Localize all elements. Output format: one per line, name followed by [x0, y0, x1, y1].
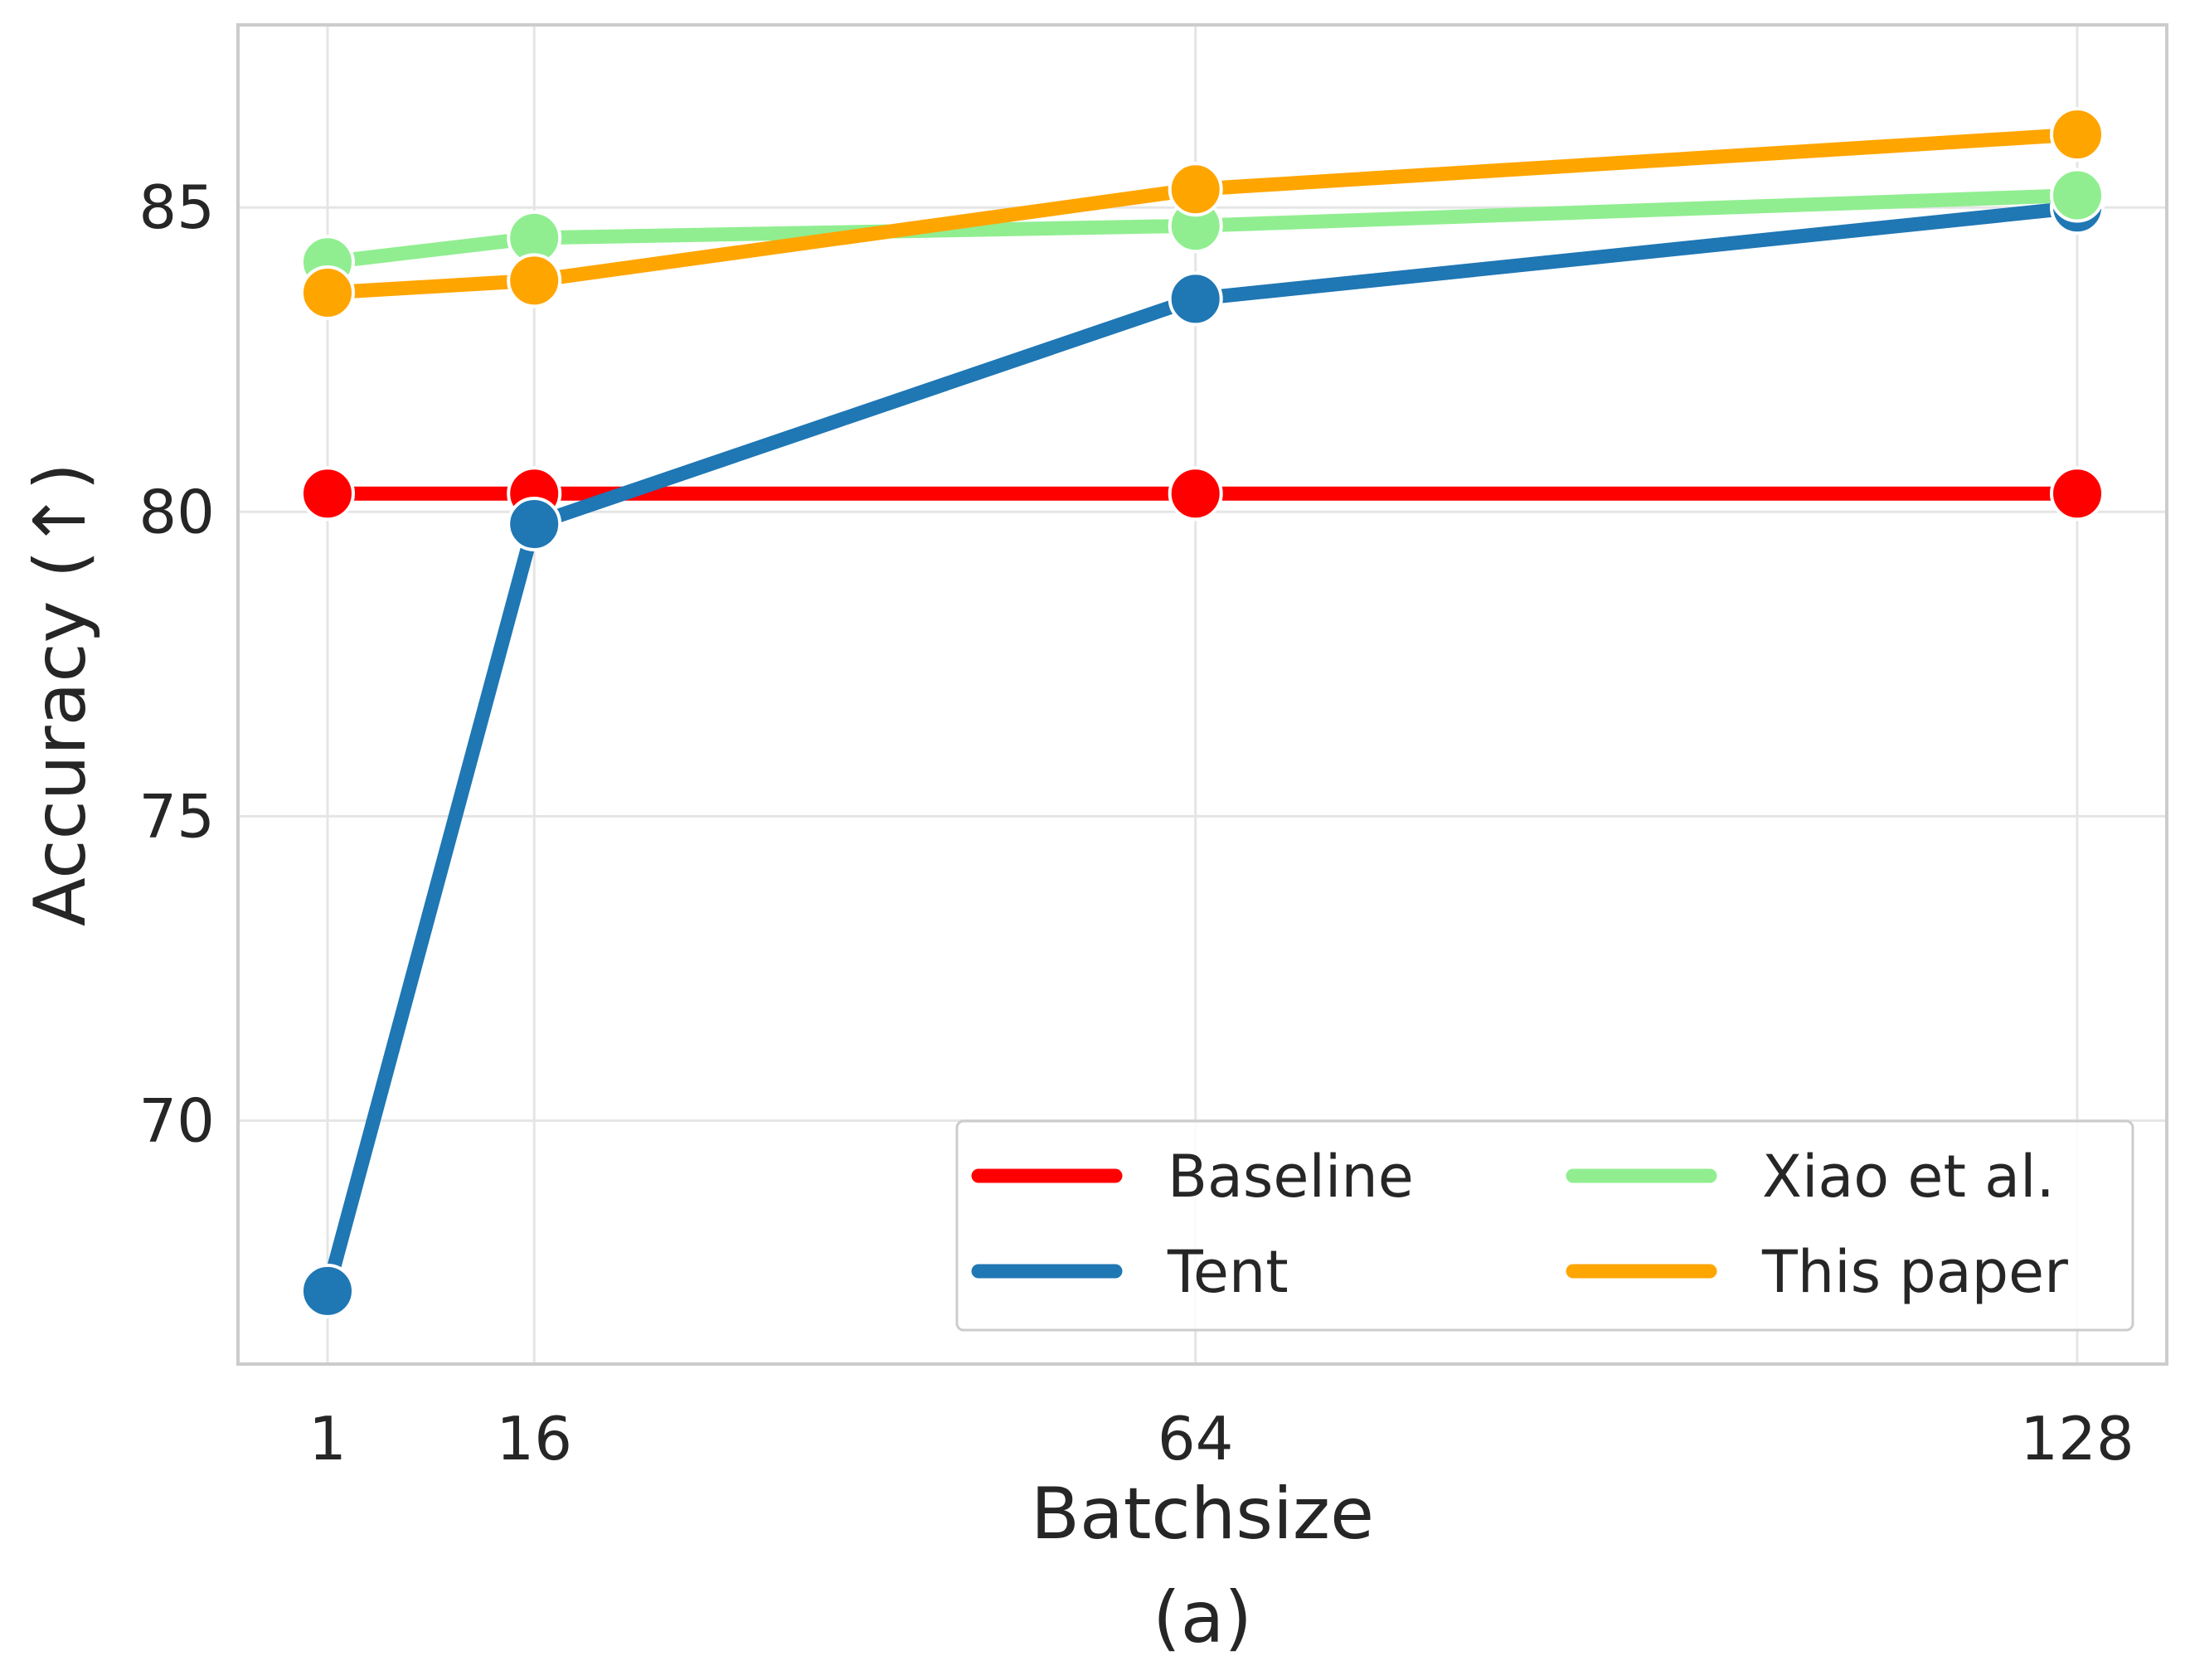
x-tick-label: 16: [496, 1404, 572, 1474]
y-tick-label: 70: [138, 1085, 215, 1155]
data-point: [507, 496, 562, 551]
x-axis-title: Batchsize: [1031, 1473, 1374, 1556]
x-axis-ticks: 1 16 64 128: [308, 1404, 2134, 1474]
data-point: [1168, 271, 1223, 327]
data-point: [299, 1263, 355, 1318]
data-point: [2050, 168, 2105, 223]
data-point: [1168, 162, 1223, 217]
legend-item: This paper: [1566, 1238, 2068, 1306]
x-tick-label: 128: [2020, 1404, 2134, 1474]
legend-label: Baseline: [1168, 1143, 1414, 1211]
y-tick-label: 85: [138, 172, 215, 242]
series-line: [320, 200, 2085, 1299]
legend-box: [955, 1119, 2134, 1332]
legend-item: Baseline: [971, 1143, 1414, 1211]
data-point: [2050, 107, 2105, 163]
data-point: [507, 253, 562, 308]
y-tick-label: 75: [138, 781, 215, 851]
y-axis-title: Accuracy (↑): [19, 463, 102, 926]
series-tent: [299, 180, 2105, 1318]
series-line: [320, 127, 2085, 300]
legend-label: Xiao et al.: [1762, 1143, 2055, 1211]
figure-caption: (a): [1153, 1576, 1252, 1659]
legend-label: Tent: [1167, 1238, 1289, 1306]
legend-label: This paper: [1761, 1238, 2068, 1306]
series-this-paper: [299, 107, 2105, 320]
x-tick-label: 64: [1158, 1404, 1234, 1474]
series-layer: [299, 107, 2105, 1318]
data-point: [2050, 466, 2105, 522]
plot-frame: [236, 23, 2168, 1366]
y-tick-label: 80: [138, 477, 215, 546]
y-axis-ticks: 70 75 80 85: [138, 172, 215, 1155]
legend-item: Xiao et al.: [1566, 1143, 2055, 1211]
data-point: [1168, 466, 1223, 522]
legend-item: Tent: [971, 1238, 1289, 1306]
data-point: [299, 265, 355, 320]
x-tick-label: 1: [308, 1404, 347, 1474]
data-point: [299, 466, 355, 522]
legend: Baseline Tent Xiao et al. This paper: [955, 1119, 2134, 1332]
